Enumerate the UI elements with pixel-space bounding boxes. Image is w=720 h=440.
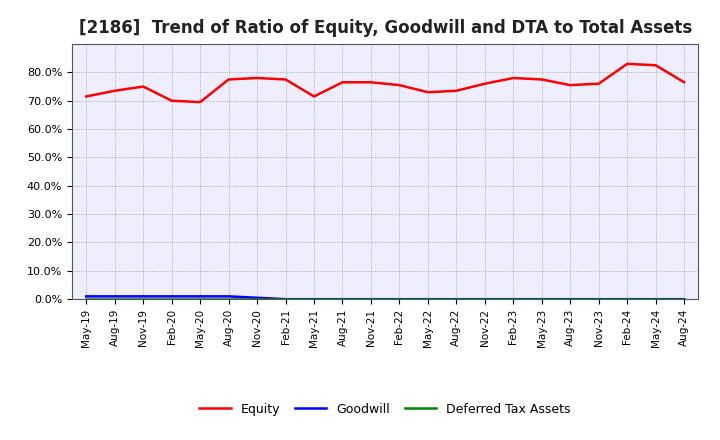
Line: Equity: Equity [86, 64, 684, 102]
Equity [509, 75, 518, 81]
Equity [82, 94, 91, 99]
Goodwill [623, 297, 631, 302]
Equity [680, 80, 688, 85]
Title: [2186]  Trend of Ratio of Equity, Goodwill and DTA to Total Assets: [2186] Trend of Ratio of Equity, Goodwil… [78, 19, 692, 37]
Deferred Tax Assets [623, 296, 631, 301]
Legend: Equity, Goodwill, Deferred Tax Assets: Equity, Goodwill, Deferred Tax Assets [194, 398, 576, 421]
Deferred Tax Assets [253, 296, 261, 301]
Deferred Tax Assets [509, 296, 518, 301]
Deferred Tax Assets [225, 296, 233, 301]
Equity [167, 98, 176, 103]
Equity [196, 99, 204, 105]
Equity [366, 80, 375, 85]
Goodwill [480, 297, 489, 302]
Equity [225, 77, 233, 82]
Goodwill [167, 294, 176, 299]
Deferred Tax Assets [480, 296, 489, 301]
Goodwill [82, 294, 91, 299]
Deferred Tax Assets [139, 296, 148, 301]
Equity [310, 94, 318, 99]
Deferred Tax Assets [395, 296, 404, 301]
Goodwill [338, 297, 347, 302]
Equity [338, 80, 347, 85]
Equity [395, 82, 404, 88]
Equity [253, 75, 261, 81]
Deferred Tax Assets [196, 296, 204, 301]
Deferred Tax Assets [366, 296, 375, 301]
Line: Goodwill: Goodwill [86, 297, 684, 299]
Equity [139, 84, 148, 89]
Goodwill [509, 297, 518, 302]
Goodwill [196, 294, 204, 299]
Deferred Tax Assets [167, 296, 176, 301]
Goodwill [423, 297, 432, 302]
Goodwill [225, 294, 233, 299]
Equity [623, 61, 631, 66]
Deferred Tax Assets [82, 296, 91, 301]
Goodwill [139, 294, 148, 299]
Deferred Tax Assets [423, 296, 432, 301]
Equity [652, 62, 660, 68]
Deferred Tax Assets [338, 296, 347, 301]
Equity [566, 82, 575, 88]
Goodwill [110, 294, 119, 299]
Equity [537, 77, 546, 82]
Goodwill [537, 297, 546, 302]
Goodwill [566, 297, 575, 302]
Equity [452, 88, 461, 93]
Goodwill [680, 297, 688, 302]
Goodwill [282, 297, 290, 302]
Deferred Tax Assets [282, 296, 290, 301]
Equity [423, 90, 432, 95]
Deferred Tax Assets [537, 296, 546, 301]
Goodwill [310, 297, 318, 302]
Deferred Tax Assets [566, 296, 575, 301]
Goodwill [452, 297, 461, 302]
Equity [110, 88, 119, 93]
Deferred Tax Assets [452, 296, 461, 301]
Goodwill [253, 295, 261, 301]
Equity [595, 81, 603, 86]
Goodwill [652, 297, 660, 302]
Equity [282, 77, 290, 82]
Deferred Tax Assets [110, 296, 119, 301]
Goodwill [595, 297, 603, 302]
Deferred Tax Assets [595, 296, 603, 301]
Deferred Tax Assets [310, 296, 318, 301]
Goodwill [395, 297, 404, 302]
Goodwill [366, 297, 375, 302]
Deferred Tax Assets [680, 296, 688, 301]
Equity [480, 81, 489, 86]
Deferred Tax Assets [652, 296, 660, 301]
